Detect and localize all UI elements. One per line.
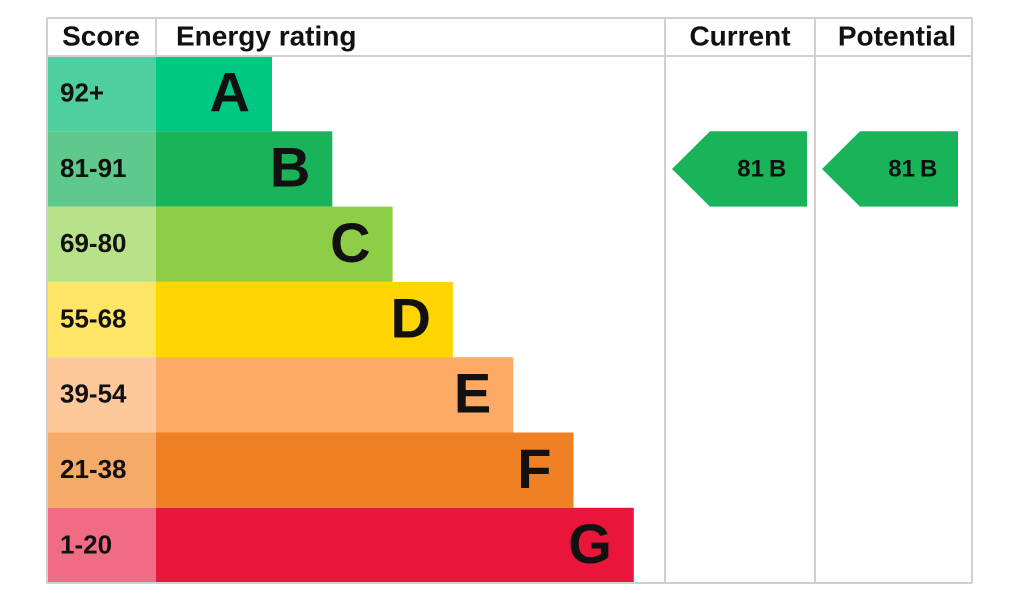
- rating-bar: [156, 131, 333, 207]
- borders: [46, 17, 973, 584]
- header-energy-rating: Energy rating: [176, 20, 356, 51]
- band-letter: C: [330, 211, 370, 274]
- score-label: 1-20: [60, 529, 112, 559]
- band-letter: E: [454, 362, 491, 425]
- score-label: 81-91: [60, 153, 127, 183]
- score-cell: [47, 432, 156, 508]
- current-arrow: [672, 131, 807, 207]
- rating-bar: [156, 206, 393, 282]
- potential-band: B: [920, 155, 937, 182]
- score-label: 21-38: [60, 454, 127, 484]
- header-potential: Potential: [838, 20, 956, 51]
- band-letter: A: [210, 60, 250, 123]
- rating-bar: [156, 432, 574, 508]
- score-cell: [47, 281, 156, 358]
- score-cell: [47, 507, 156, 584]
- current-score: 81: [737, 155, 764, 182]
- rating-bar: [156, 357, 514, 433]
- rating-bar: [156, 507, 634, 584]
- potential-arrow: [822, 131, 958, 207]
- rating-bar: [156, 56, 272, 132]
- current-band: B: [769, 155, 786, 182]
- score-label: 92+: [60, 78, 104, 108]
- score-cell: [47, 131, 156, 207]
- score-label: 39-54: [60, 379, 127, 409]
- band-letter: B: [270, 136, 310, 199]
- header-score: Score: [62, 20, 140, 51]
- score-label: 55-68: [60, 303, 127, 333]
- potential-score: 81: [888, 155, 915, 182]
- rating-bar: [156, 281, 453, 358]
- band-letter: D: [390, 286, 430, 349]
- score-label: 69-80: [60, 228, 127, 258]
- band-letter: F: [517, 437, 551, 500]
- rows: 92+ A 81-91 B 69-80 C 55-68 D 39-54 E 21-38 F 1-20 G: [47, 56, 634, 584]
- score-cell: [47, 357, 156, 433]
- band-letter: G: [568, 512, 612, 575]
- header-current: Current: [689, 20, 790, 51]
- score-cell: [47, 206, 156, 282]
- score-cell: [47, 56, 156, 132]
